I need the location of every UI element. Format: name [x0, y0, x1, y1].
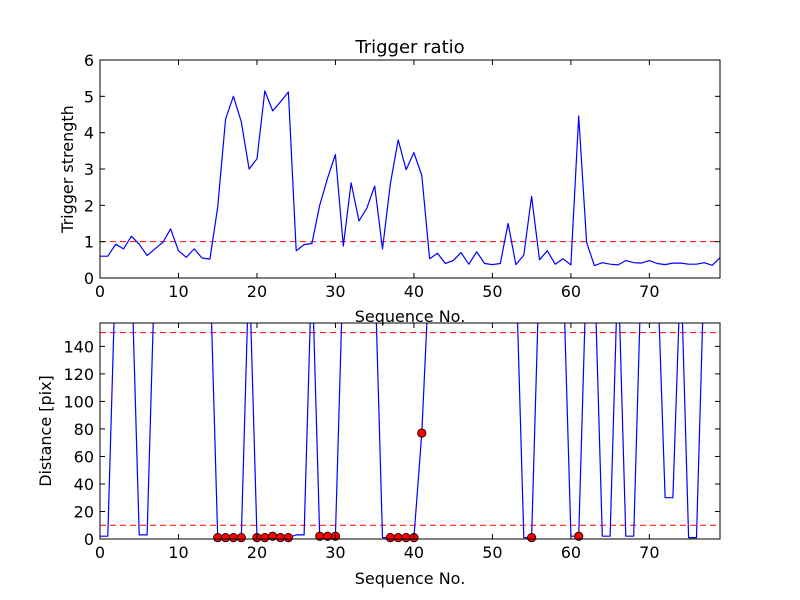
x-tick-label: 70 — [639, 282, 659, 301]
trigger-ratio-chart: Trigger ratio 0 10 20 30 40 50 60 70 0 1 2 3 4 5 6 Se… — [58, 37, 721, 326]
data-point-marker — [213, 533, 223, 543]
chart-title: Trigger ratio — [354, 37, 464, 58]
x-tick-label: 30 — [325, 543, 345, 562]
x-tick-label: 50 — [482, 282, 502, 301]
y-tick-label: 140 — [63, 337, 94, 356]
x-ticks: 0 10 20 30 40 50 60 70 — [95, 60, 660, 301]
data-point-marker — [527, 533, 537, 543]
x-axis-label: Sequence No. — [355, 569, 466, 588]
x-tick-label: 60 — [561, 282, 581, 301]
y-tick-label: 20 — [74, 502, 94, 521]
x-tick-label: 50 — [482, 543, 502, 562]
x-tick-label: 40 — [404, 543, 424, 562]
y-tick-label: 0 — [84, 530, 94, 549]
series-line-layer — [100, 90, 720, 267]
threshold-line-layer — [100, 332, 720, 526]
x-tick-label: 10 — [168, 282, 188, 301]
x-tick-label: 20 — [247, 543, 267, 562]
y-axis-label: Distance [pix] — [36, 375, 55, 487]
y-tick-label: 120 — [63, 365, 94, 384]
y-tick-label: 6 — [84, 51, 94, 70]
x-tick-label: 70 — [639, 543, 659, 562]
data-point-marker — [275, 533, 286, 543]
distance-chart: 0 10 20 30 40 50 60 70 0 20 40 60 80 100 120 140 Seque… — [36, 322, 721, 588]
y-tick-label: 40 — [74, 475, 94, 494]
y-tick-label: 100 — [63, 392, 94, 411]
y-tick-label: 60 — [74, 447, 94, 466]
y-tick-label: 1 — [84, 233, 94, 252]
data-point-marker — [283, 533, 293, 543]
x-tick-label: 0 — [95, 282, 105, 301]
x-axis-label: Sequence No. — [355, 307, 466, 326]
data-point-marker — [393, 533, 403, 543]
series-line — [100, 90, 720, 267]
y-axis-label: Trigger strength — [58, 105, 77, 234]
y-ticks: 0 1 2 3 4 5 6 — [84, 51, 720, 288]
x-ticks: 0 10 20 30 40 50 60 70 — [95, 323, 660, 562]
data-point-marker — [385, 533, 395, 543]
marker-layer — [213, 428, 584, 543]
x-tick-label: 20 — [247, 282, 267, 301]
x-tick-label: 30 — [325, 282, 345, 301]
y-tick-label: 0 — [84, 269, 94, 288]
y-tick-label: 4 — [84, 124, 94, 143]
data-point-marker — [220, 533, 231, 543]
data-point-marker — [417, 428, 427, 438]
x-tick-label: 60 — [561, 543, 581, 562]
plot-frame — [99, 322, 721, 540]
y-tick-label: 80 — [74, 420, 94, 439]
data-point-marker — [260, 533, 270, 543]
y-ticks: 0 20 40 60 80 100 120 140 — [63, 337, 720, 549]
data-point-marker — [401, 533, 411, 543]
y-tick-label: 5 — [84, 87, 94, 106]
data-point-marker — [574, 531, 584, 541]
x-tick-label: 0 — [95, 543, 105, 562]
data-point-marker — [228, 533, 239, 543]
data-point-marker — [236, 533, 246, 543]
x-tick-label: 40 — [404, 282, 424, 301]
y-tick-label: 3 — [84, 160, 94, 179]
y-tick-label: 2 — [84, 196, 94, 215]
x-tick-label: 10 — [168, 543, 188, 562]
